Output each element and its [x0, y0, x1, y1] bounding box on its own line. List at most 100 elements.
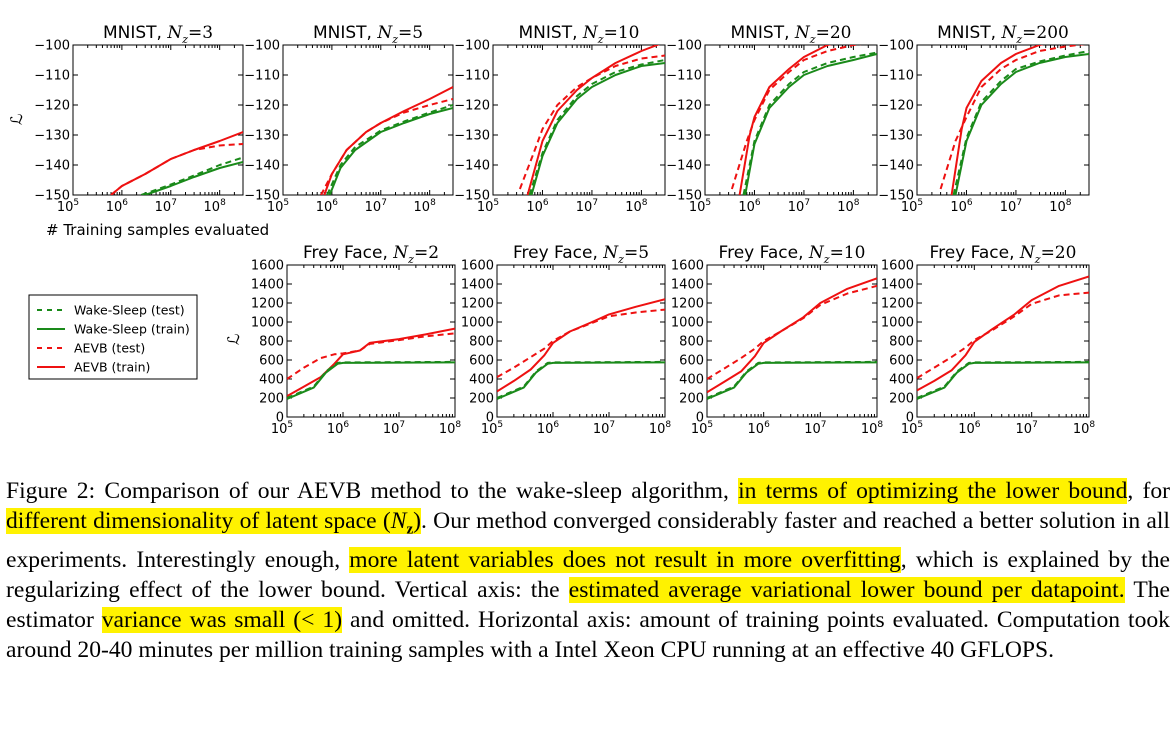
- panel-title: Frey Face, Nz=5: [513, 243, 649, 266]
- y-tick-label: −100: [34, 39, 70, 54]
- x-tick-label: 105: [271, 420, 293, 437]
- series-line: [738, 45, 832, 195]
- caption-text: . Our method converged considerably fast…: [6, 508, 1170, 573]
- x-tick-label: 106: [537, 420, 560, 437]
- plot-frame: [492, 44, 666, 196]
- caption-highlight-text: ): [413, 508, 421, 534]
- y-tick-label: 1400: [671, 278, 704, 293]
- x-tick-label: 107: [804, 420, 826, 437]
- plot-frame: [916, 44, 1090, 196]
- x-tick-label: 108: [625, 198, 648, 215]
- y-tick-label: 1600: [671, 259, 704, 274]
- panel-title: Frey Face, Nz=10: [719, 243, 866, 266]
- x-tick-label: 108: [1073, 420, 1096, 437]
- series-line: [917, 275, 1089, 392]
- series-line: [287, 361, 455, 400]
- y-tick-label: −100: [454, 39, 490, 54]
- series-line: [140, 156, 243, 195]
- series-line: [528, 59, 665, 195]
- y-tick-label: −140: [878, 159, 914, 174]
- panel-title: MNIST, Nz=3: [103, 23, 213, 46]
- series-group: [287, 327, 455, 400]
- x-tick-label: 105: [481, 420, 503, 437]
- series-group: [518, 45, 665, 195]
- caption-highlight: variance was small (< 1): [101, 606, 343, 633]
- x-tick-label: 107: [593, 420, 615, 437]
- y-tick-label: 1200: [881, 297, 914, 312]
- plot-frame: [496, 264, 666, 418]
- series-group: [497, 298, 665, 400]
- y-tick-label: −120: [244, 99, 280, 114]
- caption-math-var: N: [390, 508, 407, 534]
- x-tick-label: 107: [1016, 420, 1038, 437]
- y-tick-label: −110: [666, 69, 702, 84]
- y-tick-label: 1200: [671, 297, 704, 312]
- x-tick-label: 105: [267, 198, 289, 215]
- x-tick-label: 108: [204, 198, 227, 215]
- y-tick-label: 400: [889, 373, 914, 388]
- x-tick-label: 106: [526, 198, 549, 215]
- plot-frame: [72, 44, 244, 196]
- y-tick-label: 600: [259, 354, 284, 369]
- x-tick-label: 107: [155, 198, 177, 215]
- series-line: [497, 308, 665, 378]
- x-tick-label: 106: [327, 420, 350, 437]
- y-tick-label: −150: [454, 189, 490, 204]
- series-line: [328, 107, 453, 195]
- x-tick-label: 107: [788, 198, 810, 215]
- series-line: [917, 360, 1089, 399]
- y-tick-label: −130: [244, 129, 280, 144]
- y-tick-label: −100: [244, 39, 280, 54]
- y-tick-label: 0: [486, 411, 494, 426]
- y-tick-label: −130: [878, 129, 914, 144]
- legend-label: Wake-Sleep (test): [74, 303, 185, 318]
- y-tick-label: −110: [454, 69, 490, 84]
- series-line: [707, 361, 877, 400]
- x-tick-label: 106: [748, 420, 771, 437]
- x-tick-label: 106: [958, 420, 981, 437]
- y-tick-label: 0: [696, 411, 704, 426]
- x-tick-label: 105: [477, 198, 499, 215]
- series-line: [110, 131, 243, 195]
- y-tick-label: 1000: [251, 316, 284, 331]
- series-line: [707, 360, 877, 399]
- series-line: [917, 361, 1089, 400]
- plot-frame: [916, 264, 1090, 418]
- y-tick-label: 1000: [461, 316, 494, 331]
- y-tick-label: −150: [666, 189, 702, 204]
- y-tick-label: 200: [889, 392, 914, 407]
- x-tick-label: 105: [57, 198, 79, 215]
- y-tick-label: 600: [469, 354, 494, 369]
- y-tick-label: 800: [259, 335, 284, 350]
- x-tick-label: 108: [837, 198, 860, 215]
- y-tick-label: 1400: [251, 278, 284, 293]
- y-tick-label: −110: [34, 69, 70, 84]
- y-tick-label: −150: [34, 189, 70, 204]
- x-tick-label: 106: [316, 198, 339, 215]
- caption-text: , which is explained by the regularizing…: [6, 546, 1170, 603]
- series-group: [320, 86, 453, 195]
- y-tick-label: −120: [454, 99, 490, 114]
- y-tick-label: 200: [469, 392, 494, 407]
- y-tick-label: −140: [666, 159, 702, 174]
- caption-math-sub: z: [406, 521, 414, 538]
- x-tick-label: 108: [439, 420, 462, 437]
- panel-title: MNIST, Nz=5: [313, 23, 423, 46]
- x-tick-label: 106: [738, 198, 761, 215]
- x-tick-label: 108: [649, 420, 672, 437]
- legend: Wake-Sleep (test) Wake-Sleep (train) AEVB …: [28, 294, 198, 380]
- y-tick-label: 1000: [671, 316, 704, 331]
- caption-highlight-text: variance was small (: [101, 606, 302, 633]
- y-axis-label: ℒ: [224, 333, 243, 345]
- plot-frame: [286, 264, 456, 418]
- y-tick-label: 200: [259, 392, 284, 407]
- caption-text: The estimator: [6, 576, 1170, 633]
- series-line: [530, 62, 665, 195]
